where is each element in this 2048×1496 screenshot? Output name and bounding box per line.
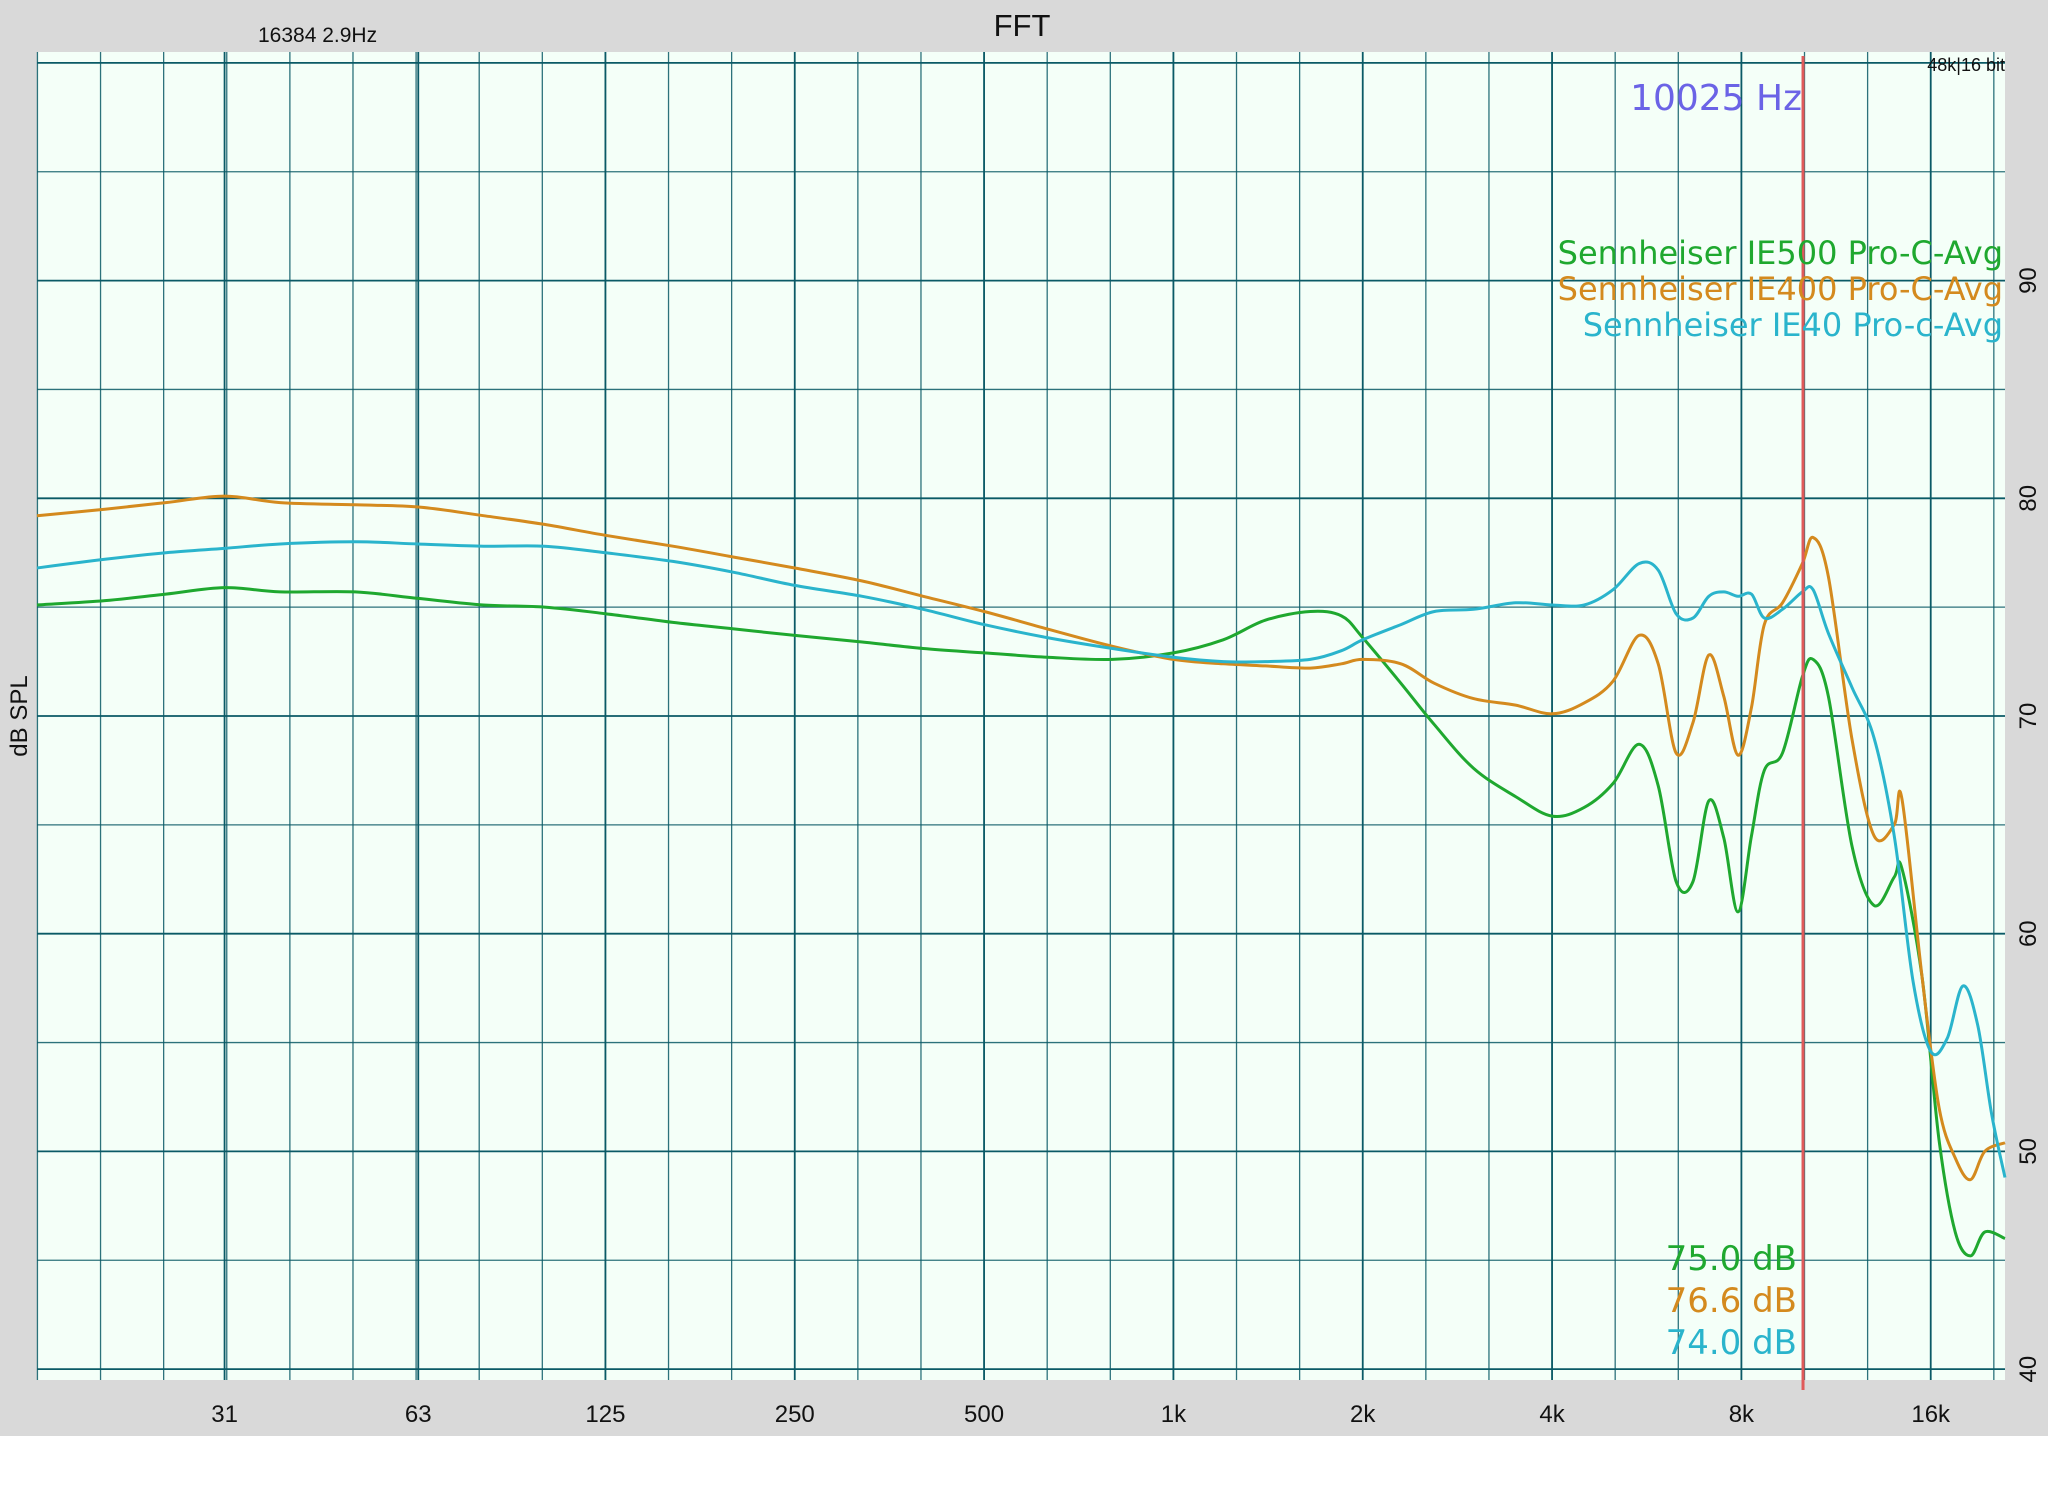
y-axis-title: dB SPL: [6, 675, 33, 756]
legend-entry: Sennheiser IE400 Pro-C-Avg: [1558, 270, 2003, 308]
cursor-frequency-readout: 10025 Hz: [1630, 78, 1802, 119]
cursor-level-readout: 75.0 dB: [1666, 1239, 1797, 1279]
x-tick-label: 4k: [1539, 1401, 1565, 1428]
legend-entry: Sennheiser IE40 Pro-c-Avg: [1583, 306, 2003, 344]
y-tick-label: 70: [2015, 703, 2042, 730]
format-info-text: 48k|16 bit: [1927, 55, 2005, 75]
cursor-level-readout: 74.0 dB: [1666, 1323, 1797, 1363]
x-tick-label: 8k: [1729, 1401, 1755, 1428]
series-line-1: [36, 586, 2006, 1258]
fft-chart: 16384 2.9Hz FFT 48k|16 bit 10025 Hz dB S…: [6, 8, 2042, 1428]
x-tick-label: 63: [405, 1401, 432, 1428]
x-tick-label: 1k: [1161, 1401, 1187, 1428]
series-layer: [36, 494, 2007, 1258]
cursor-level-readout: 76.6 dB: [1666, 1281, 1797, 1321]
x-tick-label: 2k: [1350, 1401, 1376, 1428]
fft-window: 16384 2.9Hz FFT 48k|16 bit 10025 Hz dB S…: [0, 0, 2048, 1436]
series-line-3: [36, 540, 2007, 1178]
y-tick-label: 90: [2015, 267, 2042, 294]
y-tick-label: 60: [2015, 920, 2042, 947]
x-tick-label: 250: [775, 1401, 815, 1428]
y-axis-tick-labels: 40 50 60 70 80 90: [2015, 267, 2042, 1382]
y-tick-label: 40: [2015, 1356, 2042, 1383]
fft-info-text: 16384 2.9Hz: [258, 24, 377, 47]
y-tick-label: 80: [2015, 485, 2042, 512]
grid-major-lines: [37, 52, 2005, 1380]
x-axis-tick-labels: 31 63 125 250 500 1k 2k 4k 8k 16k: [211, 1401, 1951, 1428]
chart-title: FFT: [994, 8, 1051, 43]
x-tick-label: 500: [964, 1401, 1004, 1428]
y-tick-label: 50: [2015, 1138, 2042, 1165]
x-tick-label: 125: [585, 1401, 625, 1428]
x-tick-label: 31: [211, 1401, 238, 1428]
series-line-2: [36, 494, 2006, 1182]
legend-entry: Sennheiser IE500 Pro-C-Avg: [1558, 234, 2003, 272]
x-tick-label: 16k: [1911, 1401, 1951, 1428]
